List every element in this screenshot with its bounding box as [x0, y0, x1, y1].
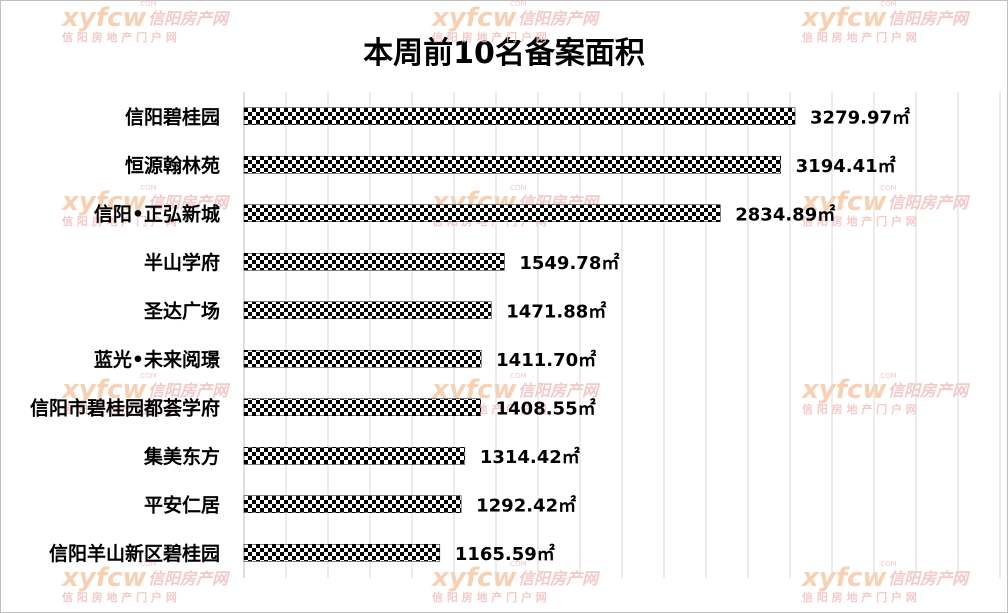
data-label: 1471.88㎡ [506, 300, 606, 322]
bar [243, 398, 481, 416]
watermark-subtitle: 信 阳 房 地 产 门 户 网 [802, 30, 917, 44]
watermark-site-name: 信阳房产网 [518, 9, 601, 28]
data-label: 3279.97㎡ [810, 106, 910, 128]
bar-series [243, 107, 796, 562]
data-label: 1411.70㎡ [496, 349, 596, 371]
category-label: 集美东方 [143, 445, 220, 468]
watermark-subtitle: 信 阳 房 地 产 门 户 网 [62, 214, 177, 228]
watermark-domain: .COM [508, 0, 527, 8]
watermark-site-name: 信阳房产网 [148, 569, 231, 588]
watermark-logo: xyfcw [60, 563, 147, 593]
watermark-site-name: 信阳房产网 [518, 569, 601, 588]
watermark-logo: xyfcw [60, 375, 147, 405]
watermark-site-name: 信阳房产网 [148, 9, 231, 28]
bar [243, 495, 462, 513]
category-label: 信阳•正弘新城 [94, 202, 220, 225]
watermark-logo: xyfcw [800, 3, 887, 33]
category-label: 平安仁居 [144, 493, 220, 516]
watermark-logo: xyfcw [60, 187, 147, 217]
data-labels: 3279.97㎡ 3194.41㎡ 2834.89㎡ 1549.78㎡ 1471.88㎡… [455, 106, 910, 565]
bar [243, 350, 482, 368]
watermark-logo: xyfcw [60, 3, 147, 33]
data-label: 1314.42㎡ [480, 446, 580, 468]
watermark-subtitle: 信 阳 房 地 产 门 户 网 [432, 590, 547, 604]
watermark-domain: .COM [508, 184, 527, 192]
data-label: 3194.41㎡ [796, 155, 896, 177]
watermark-domain: .COM [878, 184, 897, 192]
data-label: 2834.89㎡ [735, 203, 835, 225]
watermark-subtitle: 信 阳 房 地 产 门 户 网 [62, 30, 177, 44]
data-label: 1408.55㎡ [496, 397, 596, 419]
watermark-site-name: 信阳房产网 [888, 569, 971, 588]
chart-title: 本周前10名备案面积 [363, 36, 645, 71]
watermark-domain: .COM [878, 372, 897, 380]
bar [243, 156, 781, 174]
watermark-logo: xyfcw [800, 375, 887, 405]
watermark-site-name: 信阳房产网 [148, 193, 231, 212]
data-label: 1292.42㎡ [476, 494, 576, 516]
category-label: 圣达广场 [144, 299, 220, 322]
watermark-subtitle: 信 阳 房 地 产 门 户 网 [802, 402, 917, 416]
category-label: 信阳碧桂园 [125, 105, 220, 128]
bar [243, 447, 466, 465]
watermark-logo: xyfcw [430, 563, 517, 593]
watermark-domain: .COM [138, 184, 157, 192]
watermark-logo: xyfcw [800, 187, 887, 217]
watermark-domain: .COM [508, 372, 527, 380]
watermark-domain: .COM [878, 560, 897, 568]
bar [243, 301, 492, 319]
watermark-domain: .COM [138, 372, 157, 380]
watermark-logo: xyfcw [800, 563, 887, 593]
watermark-domain: .COM [138, 0, 157, 8]
watermark-domain: .COM [878, 0, 897, 8]
bar [243, 253, 505, 271]
watermark-logo: xyfcw [430, 3, 517, 33]
watermark-site-name: 信阳房产网 [888, 9, 971, 28]
data-label: 1165.59㎡ [455, 543, 555, 565]
watermark-site-name: 信阳房产网 [518, 381, 601, 400]
watermark-site-name: 信阳房产网 [888, 193, 971, 212]
category-label: 半山学府 [144, 251, 220, 274]
watermark-subtitle: 信 阳 房 地 产 门 户 网 [62, 402, 177, 416]
category-label: 恒源翰林苑 [125, 154, 220, 177]
bar [243, 204, 721, 222]
watermark-subtitle: 信 阳 房 地 产 门 户 网 [432, 30, 547, 44]
watermark-subtitle: 信 阳 房 地 产 门 户 网 [62, 590, 177, 604]
category-label: 信阳市碧桂园都荟学府 [30, 396, 220, 419]
category-label: 信阳羊山新区碧桂园 [49, 542, 220, 565]
watermark-subtitle: 信 阳 房 地 产 门 户 网 [802, 590, 917, 604]
watermark-subtitle: 信 阳 房 地 产 门 户 网 [802, 214, 917, 228]
watermark-site-name: 信阳房产网 [148, 381, 231, 400]
watermark-site-name: 信阳房产网 [888, 381, 971, 400]
bar [243, 107, 796, 125]
category-label: 蓝光•未来阅璟 [94, 348, 220, 371]
bar [243, 544, 441, 562]
data-label: 1549.78㎡ [519, 252, 619, 274]
watermark-domain: .COM [508, 560, 527, 568]
watermark-domain: .COM [138, 560, 157, 568]
category-labels: 信阳碧桂园恒源翰林苑信阳•正弘新城半山学府圣达广场蓝光•未来阅璟信阳市碧桂园都荟… [30, 105, 220, 565]
